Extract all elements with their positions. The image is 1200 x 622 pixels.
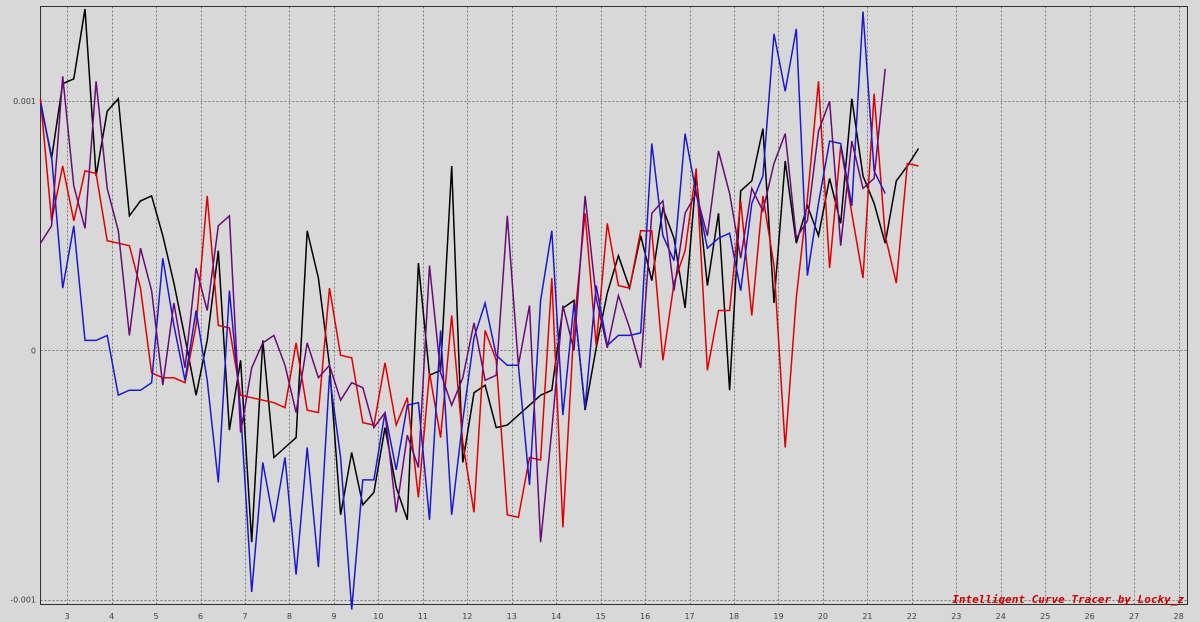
x-tick-label: 15 bbox=[596, 612, 606, 621]
x-tick-label: 4 bbox=[109, 612, 114, 621]
x-tick-label: 20 bbox=[818, 612, 828, 621]
x-tick-label: 13 bbox=[507, 612, 517, 621]
plot-border bbox=[40, 6, 1188, 605]
x-tick-label: 14 bbox=[551, 612, 561, 621]
x-tick-label: 5 bbox=[154, 612, 159, 621]
x-tick-label: 9 bbox=[331, 612, 336, 621]
series-line-3 bbox=[39, 11, 886, 610]
x-tick-label: 12 bbox=[462, 612, 472, 621]
x-tick-label: 19 bbox=[773, 612, 783, 621]
y-axis-ticks: 0.001 0 -0.001 bbox=[10, 97, 36, 604]
x-axis-ticks: 3 4 5 6 7 8 9 10 11 12 13 14 15 16 17 18 19 20 21 22 23 24 25 2… bbox=[65, 612, 1184, 621]
x-tick-label: 25 bbox=[1040, 612, 1050, 621]
x-tick-label: 24 bbox=[996, 612, 1006, 621]
x-tick-label: 7 bbox=[242, 612, 247, 621]
x-tick-label: 8 bbox=[287, 612, 292, 621]
x-tick-label: 16 bbox=[640, 612, 650, 621]
x-tick-label: 26 bbox=[1085, 612, 1095, 621]
y-tick-label: 0.001 bbox=[13, 97, 36, 106]
y-tick-label: 0 bbox=[31, 346, 36, 355]
series-line-4 bbox=[39, 68, 886, 543]
x-tick-label: 23 bbox=[951, 612, 961, 621]
x-tick-label: 21 bbox=[862, 612, 872, 621]
x-tick-label: 28 bbox=[1174, 612, 1184, 621]
x-tick-label: 22 bbox=[907, 612, 917, 621]
series-layer bbox=[39, 8, 920, 610]
x-tick-label: 10 bbox=[373, 612, 383, 621]
x-tick-label: 27 bbox=[1129, 612, 1139, 621]
x-tick-label: 11 bbox=[418, 612, 428, 621]
x-tick-label: 6 bbox=[198, 612, 203, 621]
grid-lines bbox=[40, 6, 1188, 605]
x-tick-label: 3 bbox=[65, 612, 70, 621]
x-tick-label: 17 bbox=[684, 612, 694, 621]
y-tick-label: -0.001 bbox=[10, 596, 36, 605]
watermark-text: Intelligent Curve Tracer by Locky_z bbox=[952, 593, 1184, 606]
x-tick-label: 18 bbox=[729, 612, 739, 621]
